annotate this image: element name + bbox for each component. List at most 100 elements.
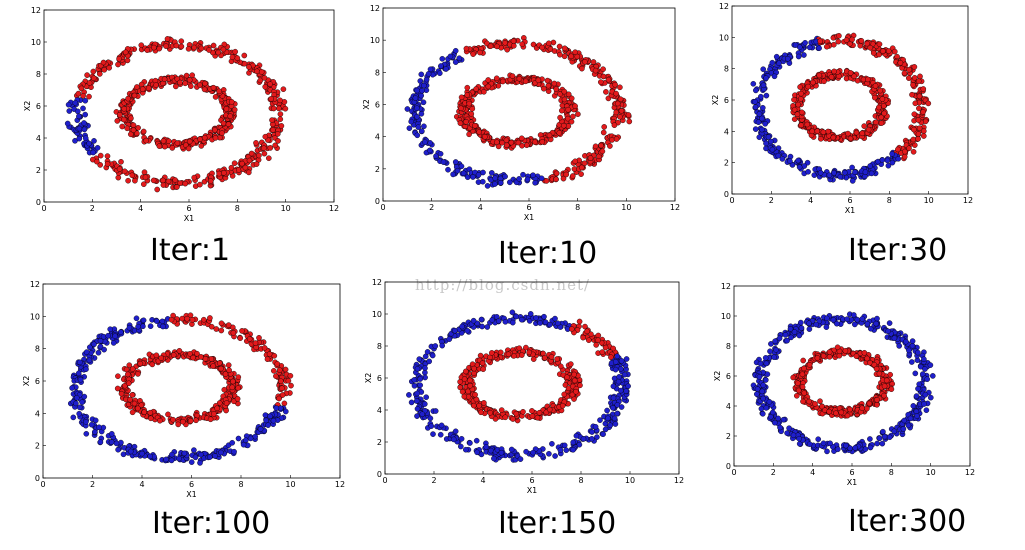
y-tick-label: 12 — [372, 278, 382, 287]
x-tick-label: 0 — [380, 203, 385, 212]
data-point — [550, 39, 557, 46]
y-tick-label: 10 — [372, 310, 382, 319]
data-point — [886, 434, 893, 440]
data-point — [772, 419, 778, 426]
data-points — [750, 32, 932, 184]
data-point — [607, 422, 614, 429]
x-tick-label: 0 — [41, 204, 46, 213]
data-point — [165, 138, 172, 144]
data-point — [529, 413, 536, 419]
data-point — [613, 109, 619, 116]
data-point — [83, 430, 90, 437]
data-point — [427, 147, 433, 154]
data-point — [202, 80, 208, 87]
data-point — [864, 76, 871, 83]
data-point — [177, 79, 183, 86]
data-point — [865, 126, 872, 133]
data-point — [571, 371, 577, 378]
scatter-panel-5: 0 2 4 6 8 10 12 0 2 4 6 8 10 12 X1 X2 — [364, 278, 684, 496]
data-point — [763, 405, 770, 411]
data-point — [458, 163, 465, 170]
data-point — [200, 316, 207, 323]
data-point — [225, 362, 232, 368]
data-point — [578, 171, 584, 177]
data-point — [800, 398, 806, 405]
data-point — [485, 77, 491, 83]
data-point — [795, 53, 802, 60]
data-point — [502, 319, 509, 325]
data-point — [600, 129, 607, 136]
data-point — [122, 49, 129, 56]
y-tick-label: 12 — [721, 282, 731, 291]
data-point — [845, 130, 851, 137]
data-point — [457, 379, 463, 385]
data-point — [173, 42, 180, 49]
data-point — [415, 124, 422, 130]
data-point — [915, 131, 922, 137]
data-point — [754, 391, 760, 397]
data-point — [573, 432, 580, 439]
data-point — [246, 336, 253, 342]
data-point — [413, 398, 420, 404]
data-point — [824, 448, 830, 455]
data-point — [242, 437, 249, 443]
data-point — [532, 139, 538, 145]
y-tick-label: 10 — [370, 36, 380, 45]
data-point — [180, 418, 186, 425]
data-point — [140, 128, 147, 135]
data-point — [763, 140, 769, 147]
data-point — [784, 337, 790, 344]
data-point — [267, 413, 273, 420]
data-point — [135, 405, 141, 412]
data-point — [553, 86, 559, 92]
data-point — [546, 406, 553, 413]
data-point — [457, 384, 463, 391]
data-point — [78, 85, 85, 92]
data-point — [414, 366, 421, 372]
data-point — [483, 444, 489, 450]
data-point — [72, 100, 79, 106]
data-point — [923, 407, 930, 413]
data-point — [556, 130, 563, 136]
data-point — [878, 114, 885, 121]
data-point — [440, 159, 447, 165]
data-point — [227, 113, 233, 119]
data-point — [135, 371, 141, 377]
data-point — [530, 172, 536, 178]
data-points — [68, 312, 294, 466]
data-point — [189, 317, 196, 323]
data-point — [458, 105, 464, 112]
data-point — [112, 333, 118, 339]
data-point — [510, 416, 516, 422]
data-point — [522, 78, 529, 85]
data-point — [565, 91, 572, 98]
data-point — [615, 378, 622, 385]
data-point — [267, 145, 274, 151]
data-point — [84, 72, 90, 78]
x-tick-label: 12 — [335, 480, 345, 489]
data-point — [487, 409, 493, 416]
x-axis-label: X1 — [527, 486, 538, 495]
data-point — [429, 352, 436, 359]
data-point — [800, 357, 806, 364]
data-point — [870, 50, 877, 56]
y-tick-label: 8 — [377, 342, 382, 351]
data-point — [158, 355, 164, 361]
data-point — [581, 160, 588, 167]
data-point — [614, 410, 621, 417]
data-point — [510, 353, 517, 359]
data-point — [561, 88, 568, 95]
data-point — [417, 376, 424, 382]
data-point — [207, 315, 213, 321]
data-point — [532, 179, 538, 186]
data-point — [181, 450, 188, 457]
data-point — [921, 401, 927, 407]
y-tick-label: 0 — [726, 462, 731, 471]
y-tick-label: 6 — [726, 372, 731, 381]
data-point — [775, 152, 782, 159]
data-points — [64, 36, 289, 193]
data-point — [917, 73, 923, 80]
data-point — [605, 76, 612, 83]
data-point — [873, 320, 879, 327]
